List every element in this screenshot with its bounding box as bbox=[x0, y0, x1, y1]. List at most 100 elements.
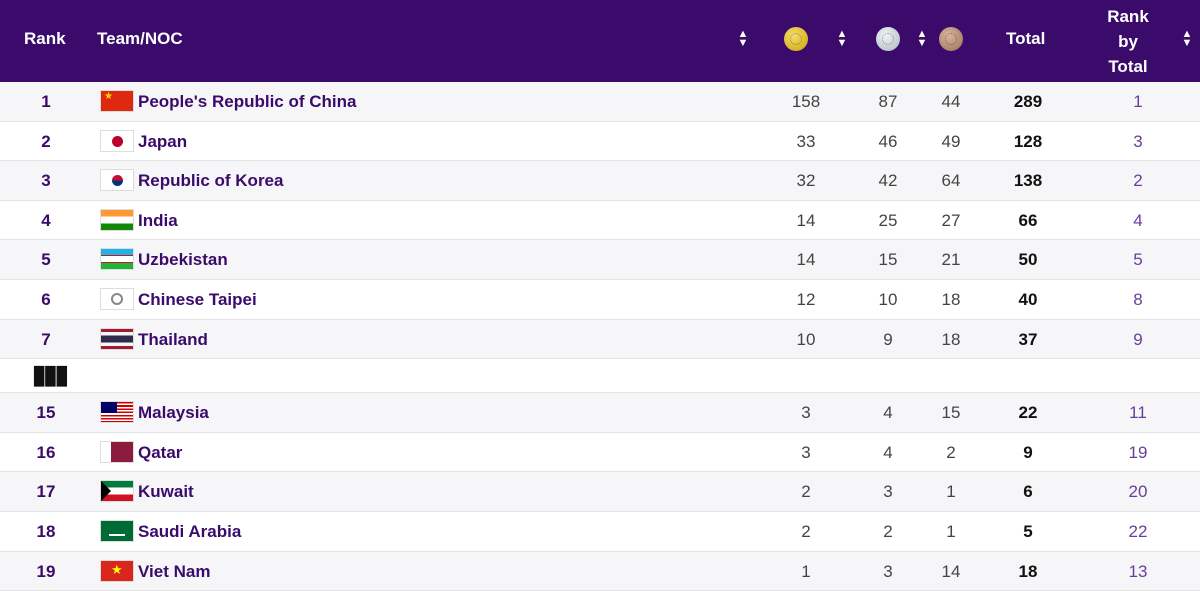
table-row[interactable]: 17 Kuwait 2 3 1 6 20 bbox=[0, 472, 1200, 512]
rank-cell: 7 bbox=[41, 329, 51, 349]
gold-count: 3 bbox=[801, 442, 811, 462]
table-row[interactable]: 1 People's Republic of China 158 87 44 289 1 bbox=[0, 82, 1200, 122]
rank-by-total-cell: 3 bbox=[1133, 131, 1143, 151]
rank-cell: 2 bbox=[41, 131, 51, 151]
rank-cell: 3 bbox=[41, 171, 51, 191]
qatar-flag-icon bbox=[100, 440, 134, 463]
team-column-header[interactable]: Team/NOC bbox=[97, 29, 183, 48]
rank-by-total-cell: 13 bbox=[1128, 561, 1148, 581]
rank-cell: 1 bbox=[41, 92, 51, 111]
kuwait-flag-icon bbox=[100, 480, 134, 503]
bronze-count: 49 bbox=[941, 131, 961, 151]
table-header: Rank Team/NOC ▲ ▼ ▲ ▼ ▲ ▼ Total Rank by Tot… bbox=[0, 0, 1200, 82]
team-name-link[interactable]: People's Republic of China bbox=[138, 92, 357, 111]
total-count: 289 bbox=[1013, 92, 1043, 111]
team-name-link[interactable]: Thailand bbox=[138, 329, 208, 349]
korea-flag-icon bbox=[100, 169, 134, 192]
silver-count: 9 bbox=[883, 329, 893, 349]
malaysia-flag-icon bbox=[100, 401, 134, 424]
rank-by-total-line: Total bbox=[1108, 57, 1148, 76]
total-count: 6 bbox=[1023, 482, 1033, 502]
team-name-link[interactable]: Kuwait bbox=[138, 482, 194, 502]
silver-count: 46 bbox=[878, 131, 898, 151]
total-count: 5 bbox=[1023, 521, 1033, 541]
india-flag-icon bbox=[100, 208, 134, 231]
table-row[interactable]: 7 Thailand 10 9 18 37 9 bbox=[0, 319, 1200, 360]
silver-count: 2 bbox=[883, 521, 893, 541]
gold-count: 3 bbox=[801, 403, 811, 423]
silver-count: 3 bbox=[883, 482, 893, 502]
ellipsis-marker: ▮▮▮ bbox=[32, 359, 69, 390]
bronze-count: 1 bbox=[946, 521, 956, 541]
total-column-header[interactable]: Total bbox=[1006, 29, 1046, 48]
silver-count: 15 bbox=[878, 250, 898, 270]
gold-count: 10 bbox=[796, 329, 816, 349]
total-count: 128 bbox=[1013, 131, 1043, 151]
team-name-link[interactable]: Viet Nam bbox=[138, 561, 211, 581]
bronze-count: 18 bbox=[941, 329, 961, 349]
gold-count: 1 bbox=[801, 561, 811, 581]
saudi-arabia-flag-icon bbox=[100, 519, 134, 542]
rank-by-total-cell: 11 bbox=[1129, 403, 1147, 423]
rank-cell: 17 bbox=[36, 482, 56, 502]
rank-by-total-cell: 2 bbox=[1133, 171, 1143, 191]
table-row[interactable]: 4 India 14 25 27 66 4 bbox=[0, 200, 1200, 241]
rank-by-total-column-header[interactable]: Rank by Total bbox=[1100, 4, 1156, 79]
table-row[interactable]: 6 Chinese Taipei 12 10 18 40 8 bbox=[0, 279, 1200, 320]
silver-count: 4 bbox=[883, 403, 893, 423]
team-name-link[interactable]: Qatar bbox=[138, 442, 183, 462]
bronze-count: 18 bbox=[941, 289, 961, 309]
total-count: 18 bbox=[1018, 561, 1038, 581]
gold-count: 2 bbox=[801, 482, 811, 502]
rank-cell: 15 bbox=[36, 403, 56, 423]
china-flag-icon bbox=[100, 90, 134, 112]
team-name-link[interactable]: Saudi Arabia bbox=[138, 521, 242, 541]
gold-count: 158 bbox=[791, 92, 821, 111]
table-row[interactable]: 16 Qatar 3 4 2 9 19 bbox=[0, 432, 1200, 473]
rank-by-total-line: by bbox=[1118, 32, 1138, 51]
team-name-link[interactable]: Malaysia bbox=[138, 403, 209, 423]
bronze-count: 2 bbox=[946, 442, 956, 462]
bronze-count: 44 bbox=[941, 92, 961, 111]
team-name-link[interactable]: Republic of Korea bbox=[138, 171, 284, 191]
sort-silver-icon[interactable]: ▲ ▼ bbox=[916, 28, 928, 49]
rank-cell: 18 bbox=[36, 521, 56, 541]
total-count: 138 bbox=[1013, 171, 1043, 191]
rank-by-total-cell: 4 bbox=[1133, 210, 1143, 230]
table-row[interactable]: 2 Japan 33 46 49 128 3 bbox=[0, 121, 1200, 162]
bronze-count: 27 bbox=[941, 210, 961, 230]
silver-count: 10 bbox=[878, 289, 898, 309]
total-count: 22 bbox=[1018, 403, 1038, 423]
silver-count: 3 bbox=[883, 561, 893, 581]
sort-rank-by-total-icon[interactable]: ▲ ▼ bbox=[1181, 28, 1193, 49]
table-row[interactable]: 5 Uzbekistan 14 15 21 50 5 bbox=[0, 240, 1200, 280]
rank-cell: 16 bbox=[36, 442, 56, 462]
table-row[interactable]: 18 Saudi Arabia 2 2 1 5 22 bbox=[0, 511, 1200, 552]
gold-count: 12 bbox=[796, 289, 816, 309]
silver-count: 87 bbox=[878, 92, 898, 111]
sort-gold-icon[interactable]: ▲ ▼ bbox=[836, 28, 848, 49]
rank-column-header[interactable]: Rank bbox=[24, 29, 66, 48]
table-row[interactable]: 3 Republic of Korea 32 42 64 138 2 bbox=[0, 161, 1200, 201]
rank-by-total-cell: 19 bbox=[1128, 442, 1148, 462]
silver-medal-icon bbox=[876, 27, 900, 51]
gold-count: 32 bbox=[796, 171, 816, 191]
japan-flag-icon bbox=[100, 129, 134, 152]
silver-count: 25 bbox=[878, 210, 898, 230]
team-name-link[interactable]: India bbox=[138, 210, 178, 230]
total-count: 37 bbox=[1018, 329, 1038, 349]
bronze-medal-icon bbox=[939, 27, 963, 51]
team-name-link[interactable]: Chinese Taipei bbox=[138, 289, 257, 309]
team-name-link[interactable]: Japan bbox=[138, 131, 188, 151]
total-count: 40 bbox=[1018, 289, 1038, 309]
team-name-link[interactable]: Uzbekistan bbox=[138, 250, 228, 270]
ellipsis-row: ▮▮▮ bbox=[0, 359, 1200, 394]
rank-cell: 4 bbox=[41, 210, 51, 230]
table-row[interactable]: 15 Malaysia 3 4 15 22 11 bbox=[0, 393, 1200, 433]
gold-count: 2 bbox=[801, 521, 811, 541]
table-body-top: 1People's Republic of China158874428912J… bbox=[0, 82, 1200, 360]
rank-cell: 5 bbox=[41, 250, 51, 270]
sort-team-icon[interactable]: ▲ ▼ bbox=[737, 28, 749, 49]
rank-by-total-cell: 20 bbox=[1128, 482, 1148, 502]
